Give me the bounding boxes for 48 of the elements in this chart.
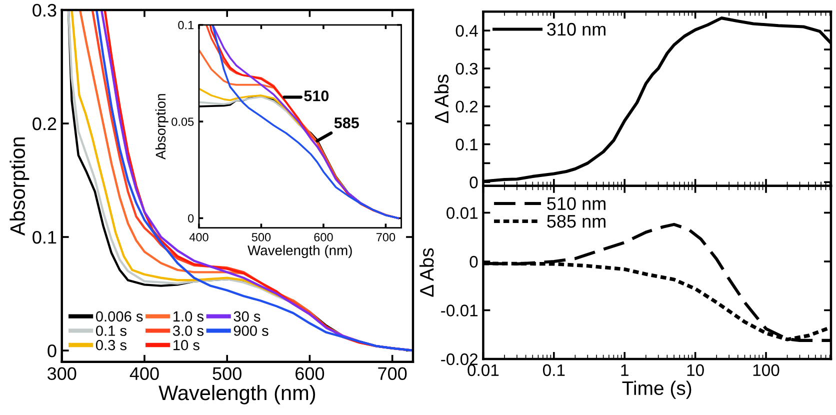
y-axis-title: Δ Abs <box>434 74 449 124</box>
y-tick-label: 0 <box>48 344 56 358</box>
legend-label: 3.0 s <box>172 326 204 336</box>
x-tick-label: 300 <box>47 367 76 380</box>
legend-label: 585 nm <box>547 214 606 228</box>
x-axis-title: Time (s) <box>622 380 692 399</box>
y-tick-label: 0.1 <box>178 20 194 30</box>
legend-label: 0.006 s <box>96 311 143 322</box>
x-tick-label: 600 <box>314 233 333 242</box>
x-tick-label: 100 <box>753 364 780 376</box>
y-tick-label: 0.4 <box>456 24 478 37</box>
legend-label: 510 nm <box>547 197 606 210</box>
x-tick-label: 700 <box>376 233 396 242</box>
legend-label: 0.3 s <box>96 340 126 350</box>
y-tick-label: 0 <box>188 214 194 223</box>
x-tick-label: 500 <box>252 233 271 242</box>
x-tick-label: 1 <box>621 364 628 376</box>
x-tick-label: 500 <box>212 367 242 380</box>
y-tick-label: 0.3 <box>456 62 478 75</box>
y-tick-label: 0.2 <box>32 117 56 130</box>
y-tick-label: 0.01 <box>446 207 478 219</box>
x-tick-label: 0.1 <box>542 364 565 376</box>
y-tick-label: 0.1 <box>456 138 478 150</box>
x-tick-label: 400 <box>189 233 208 242</box>
legend-label: 1.0 s <box>174 311 204 322</box>
y-tick-label: 0 <box>470 176 478 188</box>
y-axis-title: Absorption <box>10 137 30 236</box>
x-tick-label: 400 <box>130 367 159 380</box>
x-tick-label: 600 <box>296 367 324 380</box>
y-tick-label: 0.3 <box>32 4 56 17</box>
x-tick-label: 10 <box>687 364 704 376</box>
x-axis-title: Wavelength (nm) <box>248 245 352 258</box>
y-tick-label: -0.02 <box>441 353 478 366</box>
x-axis-title: Wavelength (nm) <box>158 384 316 404</box>
y-axis-title: Absorption <box>155 94 168 160</box>
y-tick-label: 0.05 <box>172 118 194 126</box>
y-tick-label: -0.01 <box>441 304 478 316</box>
y-tick-label: 0 <box>470 256 478 268</box>
x-tick-label: 700 <box>378 367 407 380</box>
legend-label: 10 s <box>174 340 200 350</box>
y-axis-title: Δ Abs <box>419 248 434 297</box>
legend-label: 0.1 s <box>96 326 126 336</box>
annotation: 585 <box>334 117 359 128</box>
y-tick-label: 0.2 <box>456 100 478 113</box>
legend-label: 30 s <box>234 311 260 322</box>
legend-label: 900 s <box>234 326 268 336</box>
annotation: 510 <box>304 90 329 102</box>
legend-label: 310 nm <box>547 22 606 36</box>
